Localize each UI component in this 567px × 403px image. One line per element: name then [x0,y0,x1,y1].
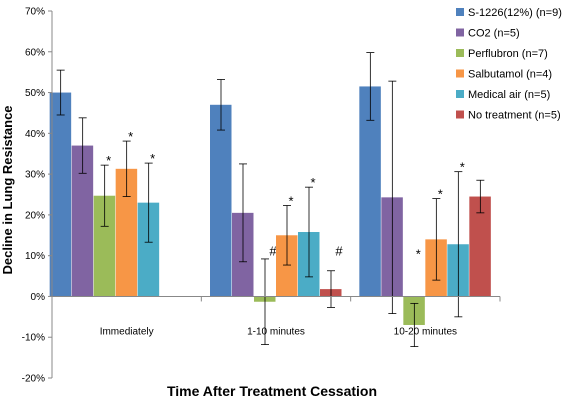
bar [49,92,72,297]
legend-swatch [456,110,464,119]
bar [359,86,381,297]
significance-marker: # [269,243,277,258]
y-tick-label: 70% [25,7,45,18]
bar [276,235,298,297]
y-tick-label: 10% [25,251,45,262]
legend-label: Medical air (n=5) [468,89,550,101]
y-axis-label: Decline in Lung Resistance [0,105,15,274]
y-tick-label: 20% [25,210,45,221]
legend-swatch [456,90,464,98]
x-axis-label: Time After Treatment Cessation [167,383,377,399]
bar [115,168,138,297]
significance-marker: * [150,151,155,166]
significance-marker: * [438,187,443,202]
x-tick-label: Immediately [100,326,154,337]
bar [469,196,491,297]
y-tick-label: -20% [22,374,45,385]
legend: S-1226(12%) (n=9) CO2 (n=5) Perflubron (n=… [456,7,562,122]
y-tick-label: 0% [31,292,46,303]
significance-marker: * [128,129,133,144]
significance-marker: * [460,160,465,175]
legend-label: S-1226(12%) (n=9) [468,7,562,19]
legend-label: Perflubron (n=7) [468,48,548,60]
legend-swatch [456,69,464,78]
y-tick-label: 50% [25,88,45,99]
bars: * * * # * * # * * * [49,52,491,348]
legend-swatch [456,8,464,16]
bar [71,145,94,297]
bar [210,104,232,297]
legend-label: No treatment (n=5) [468,110,561,122]
x-tick-label: 10-20 minutes [394,326,457,337]
legend-swatch [456,49,464,57]
axes: -20% -10% 0% 10% 20% 30% 40% 50% 60% 70% Immediate… [22,7,501,385]
y-tick-label: 40% [25,129,45,140]
significance-marker: * [288,194,293,209]
significance-marker: # [335,243,343,258]
bar [137,202,160,297]
significance-marker: * [106,153,111,168]
legend-label: Salbutamol (n=4) [468,69,552,81]
bar [93,195,116,297]
y-tick-label: 30% [25,170,45,181]
significance-marker: * [310,175,315,190]
y-tick-label: 60% [25,47,45,58]
x-tick-label: 1-10 minutes [247,326,305,337]
y-tick-label: -10% [22,333,45,344]
legend-swatch [456,28,464,37]
legend-label: CO2 (n=5) [468,28,520,40]
significance-marker: * [416,246,421,261]
